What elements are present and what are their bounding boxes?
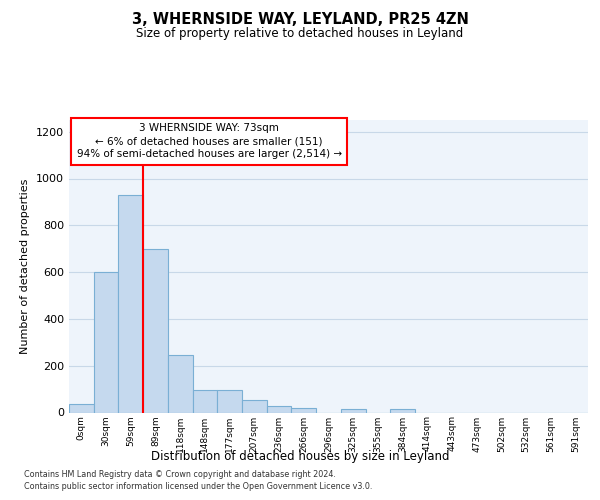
Bar	[292, 408, 316, 412]
Bar	[143, 248, 168, 412]
Bar	[118, 195, 143, 412]
Bar	[242, 400, 267, 412]
Bar	[390, 410, 415, 412]
Bar	[168, 355, 193, 412]
Text: 3, WHERNSIDE WAY, LEYLAND, PR25 4ZN: 3, WHERNSIDE WAY, LEYLAND, PR25 4ZN	[131, 12, 469, 28]
Text: Contains HM Land Registry data © Crown copyright and database right 2024.: Contains HM Land Registry data © Crown c…	[24, 470, 336, 479]
Text: 3 WHERNSIDE WAY: 73sqm
← 6% of detached houses are smaller (151)
94% of semi-det: 3 WHERNSIDE WAY: 73sqm ← 6% of detached …	[77, 123, 341, 160]
Bar	[69, 404, 94, 412]
Bar	[217, 390, 242, 412]
Bar	[267, 406, 292, 412]
Text: Size of property relative to detached houses in Leyland: Size of property relative to detached ho…	[136, 28, 464, 40]
Bar	[193, 390, 217, 412]
Y-axis label: Number of detached properties: Number of detached properties	[20, 178, 31, 354]
Text: Distribution of detached houses by size in Leyland: Distribution of detached houses by size …	[151, 450, 449, 463]
Bar	[94, 272, 118, 412]
Text: Contains public sector information licensed under the Open Government Licence v3: Contains public sector information licen…	[24, 482, 373, 491]
Bar	[341, 410, 365, 412]
